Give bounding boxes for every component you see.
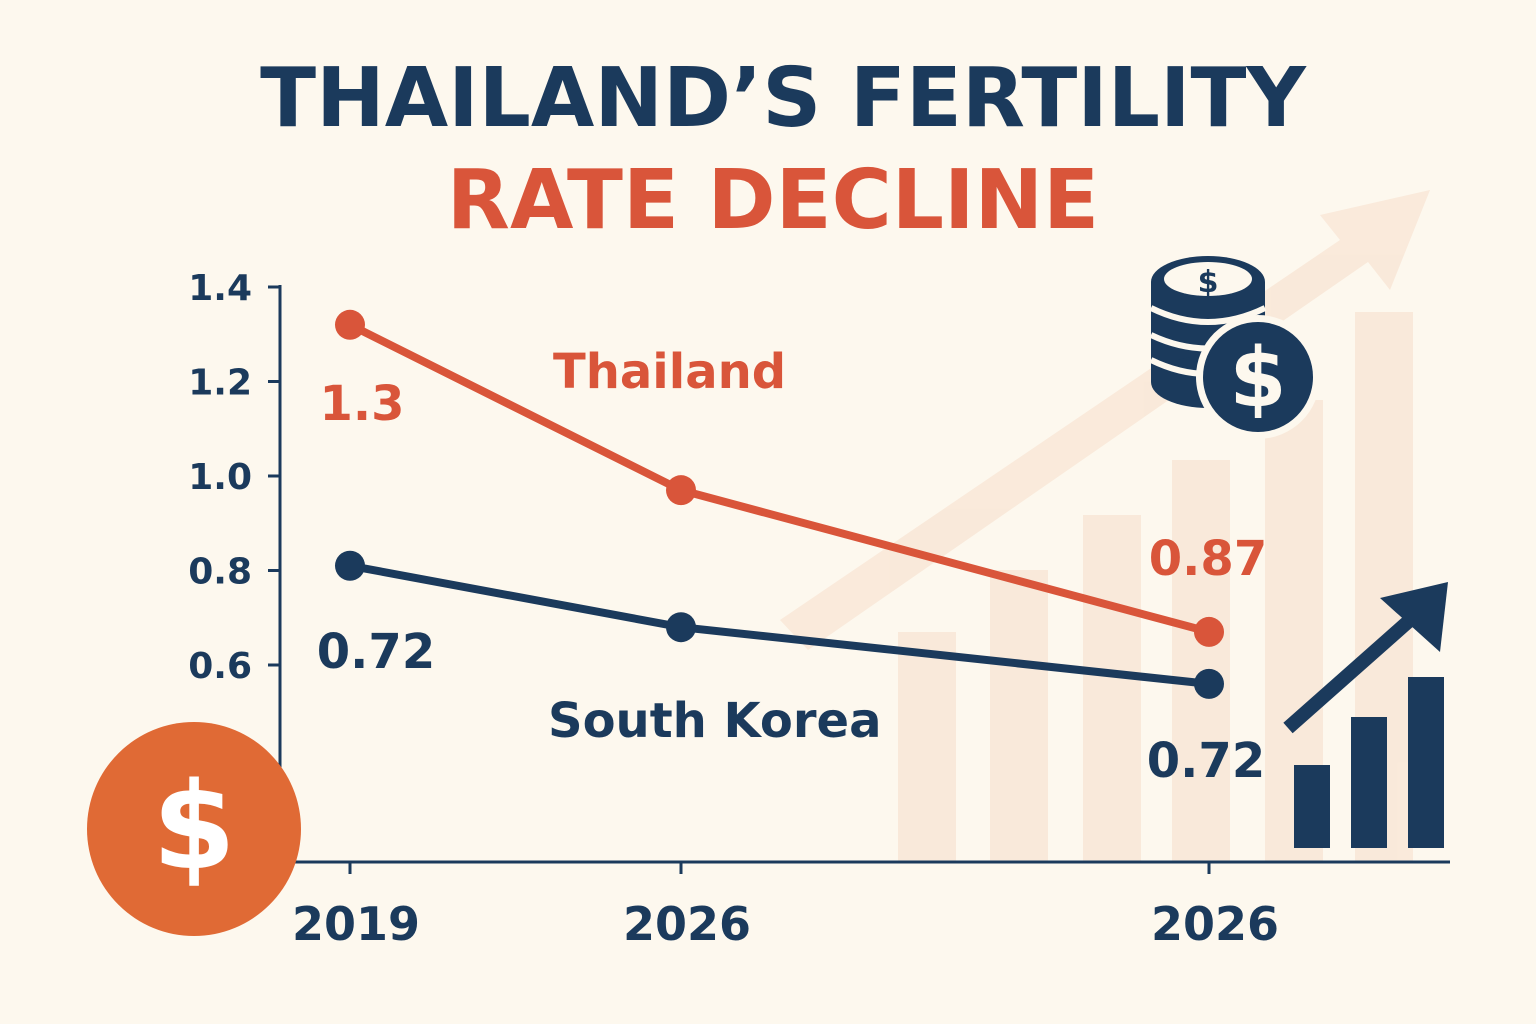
legend-south-korea: South Korea xyxy=(548,693,882,749)
data-point xyxy=(666,612,696,643)
data-label: 0.72 xyxy=(317,624,435,680)
data-label: 0.87 xyxy=(1149,531,1267,587)
background-growth-decoration xyxy=(780,190,1430,862)
svg-text:$: $ xyxy=(1198,265,1219,300)
legend-thailand: Thailand xyxy=(553,344,786,400)
y-tick-label: 1.4 xyxy=(188,268,252,309)
y-tick-label: 0.8 xyxy=(188,552,252,593)
data-point xyxy=(335,309,365,340)
coin-stack-dollar-icon: $ $ xyxy=(1149,256,1320,439)
svg-text:$: $ xyxy=(152,758,236,897)
dollar-circle-icon: $ xyxy=(87,722,301,936)
title-line-2: RATE DECLINE xyxy=(447,153,1099,248)
series-line-south-korea xyxy=(349,561,1210,688)
x-tick-label: 2026 xyxy=(1151,897,1279,951)
title-line-1: THAILAND’S FERTILITY xyxy=(260,51,1307,146)
data-label: 1.3 xyxy=(319,376,404,432)
y-tick-label: 1.0 xyxy=(188,457,252,498)
data-point xyxy=(335,550,365,581)
data-point xyxy=(1194,668,1224,699)
data-label: 0.72 xyxy=(1147,733,1265,789)
x-tick-label: 2019 xyxy=(292,897,420,951)
data-point xyxy=(666,475,696,506)
svg-text:$: $ xyxy=(1229,331,1286,426)
bar-chart-growth-icon xyxy=(1283,582,1448,848)
y-tick-label: 0.6 xyxy=(188,646,252,687)
y-tick-label: 1.2 xyxy=(188,363,252,404)
data-point xyxy=(1194,616,1224,647)
x-tick-label: 2026 xyxy=(623,897,751,951)
